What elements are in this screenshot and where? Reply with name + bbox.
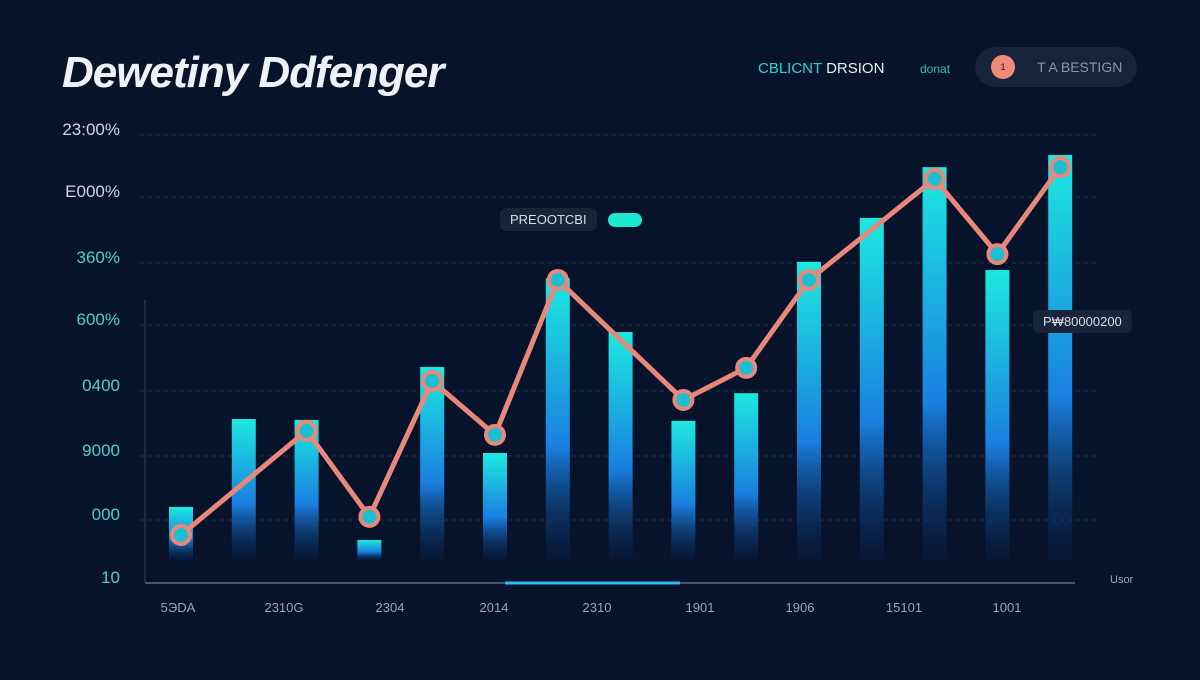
value-tag: P₩80000200 <box>1033 310 1132 333</box>
bar <box>797 261 821 560</box>
line-point <box>295 419 318 442</box>
x-tick-label: 2304 <box>375 600 405 615</box>
y-tick-label: 23:00% <box>62 120 120 139</box>
line-point <box>170 523 192 546</box>
x-tick-label: 1001 <box>992 600 1022 615</box>
badge: 1 <box>991 55 1015 79</box>
line-point <box>421 369 444 392</box>
header-link[interactable]: donat <box>920 62 951 76</box>
x-unit-label: Usor <box>1110 574 1134 586</box>
line-point <box>1049 156 1072 179</box>
x-tick-label: 1901 <box>685 600 715 615</box>
line-point <box>986 243 1009 266</box>
bar <box>734 393 759 560</box>
y-tick-label: 9000 <box>82 441 120 460</box>
line-point <box>546 268 569 291</box>
bar <box>608 332 633 560</box>
bar <box>922 167 947 560</box>
legend-tag: PREOOTCBI <box>500 208 597 231</box>
x-tick-label: 5ЭDA <box>160 600 196 615</box>
y-tick-label: 000 <box>91 505 120 524</box>
line-point <box>798 268 820 291</box>
line-point <box>923 167 946 190</box>
pill-label: T A BESTIGN <box>1037 59 1123 75</box>
y-tick-label: 10 <box>101 568 120 587</box>
line-point <box>358 505 381 528</box>
bar <box>859 217 884 560</box>
y-tick-label: E000% <box>65 182 120 201</box>
x-tick-label: 1906 <box>785 600 815 615</box>
x-tick-label: 15101 <box>885 600 923 615</box>
header-label-b: DRSION <box>826 60 885 77</box>
legend-swatch <box>608 213 642 227</box>
line-point <box>735 356 758 379</box>
y-tick-label: 0400 <box>82 376 120 395</box>
line-series <box>179 165 1063 537</box>
bar <box>1048 154 1073 561</box>
line-point <box>672 388 695 411</box>
header-label-a: CBLICNT <box>758 60 822 77</box>
y-tick-label: 360% <box>76 248 120 267</box>
bar <box>671 420 696 560</box>
y-tick-label: 600% <box>76 310 120 329</box>
bar <box>545 278 570 560</box>
header-label: CBLICNT DRSION <box>758 60 884 77</box>
x-tick-label: 2310G <box>264 600 304 615</box>
bar <box>483 452 507 560</box>
line-point <box>484 423 506 446</box>
bar <box>985 269 1010 560</box>
x-tick-label: 2310 <box>582 600 612 615</box>
chart-title: Dewetiny Ddfenger <box>62 48 445 97</box>
x-tick-label: 2014 <box>479 600 509 615</box>
design-pill-button[interactable]: 1 T A BESTIGN <box>975 47 1137 87</box>
bar <box>357 539 382 560</box>
legend-tag-label: PREOOTCBI <box>510 212 587 227</box>
